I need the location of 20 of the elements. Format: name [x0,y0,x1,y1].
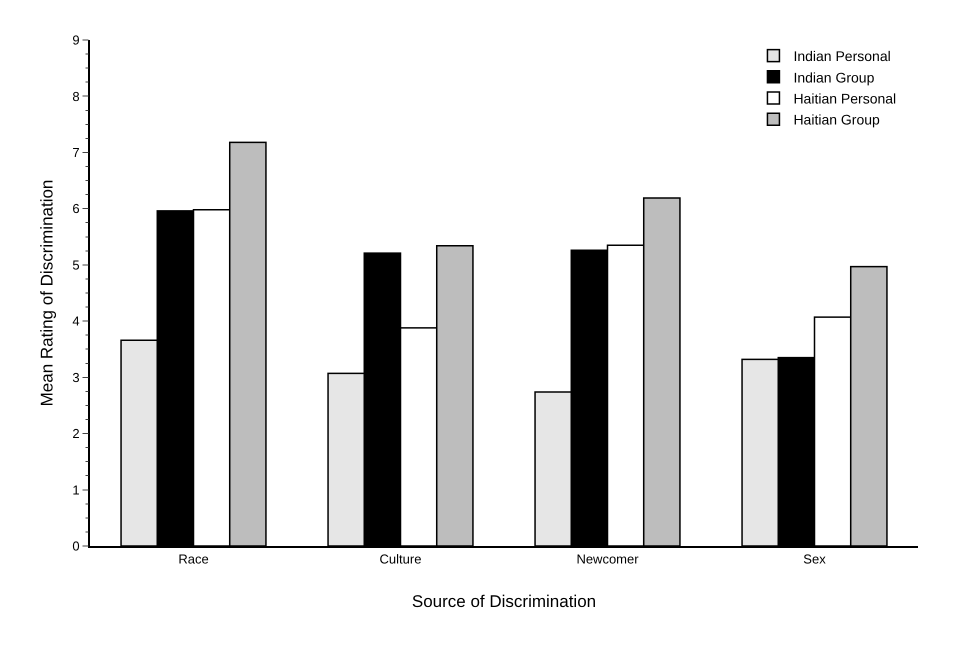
y-tick-label: 1 [72,482,80,498]
y-tick-label: 8 [72,88,80,104]
legend-label: Indian Personal [793,48,891,64]
y-tick-label: 2 [72,426,80,442]
x-axis-title: Source of Discrimination [412,592,596,612]
legend-label: Indian Group [793,69,875,86]
legend-label: Haitian Personal [793,90,896,106]
y-tick-label: 0 [72,538,80,554]
y-tick-label: 3 [72,370,80,385]
y-tick-label: 4 [72,314,80,329]
y-tick-label: 9 [72,32,80,48]
legend-label: Haitian Group [793,112,880,128]
y-tick-label: 5 [72,257,80,272]
x-tick-label: Sex [803,551,826,566]
x-tick-label: Newcomer [576,551,640,566]
y-axis-title: Mean Rating of Discrimination [37,180,56,406]
y-tick-label: 6 [72,201,80,216]
y-tick-label: 7 [72,144,80,160]
x-tick-label: Culture [380,551,422,566]
x-tick-label: Race [178,551,209,566]
